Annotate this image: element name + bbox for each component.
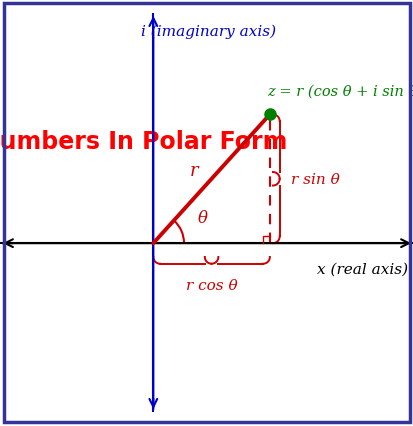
Text: r: r: [189, 161, 198, 179]
Text: r sin θ: r sin θ: [291, 173, 339, 186]
Text: Complex Numbers In Polar Form: Complex Numbers In Polar Form: [0, 130, 287, 153]
Text: i (imaginary axis): i (imaginary axis): [141, 24, 275, 39]
Text: x (real axis): x (real axis): [316, 262, 407, 276]
Text: z = r (cos θ + i sin θ): z = r (cos θ + i sin θ): [266, 84, 413, 98]
Text: r cos θ: r cos θ: [185, 279, 237, 293]
Text: θ: θ: [197, 210, 207, 227]
